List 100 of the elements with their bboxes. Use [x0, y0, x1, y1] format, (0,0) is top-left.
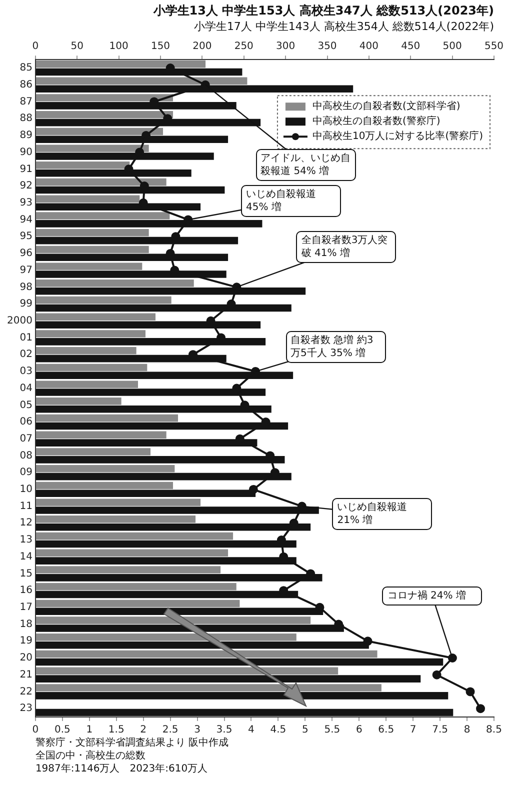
y-tick-label: 19 — [20, 636, 32, 647]
bar — [36, 667, 338, 675]
y-tick-label: 97 — [20, 264, 32, 276]
bar — [36, 313, 156, 321]
bar — [36, 212, 170, 220]
y-tick-label: 94 — [20, 214, 32, 226]
bar — [36, 330, 146, 338]
x2-tick-label: 7.5 — [432, 724, 448, 736]
y-tick-label: 13 — [20, 534, 32, 546]
y-tick-label: 03 — [20, 366, 32, 378]
bar — [36, 549, 228, 557]
legend-label: 中高校生10万人に対する比率(警察庁) — [312, 130, 484, 142]
y-tick-label: 86 — [20, 79, 32, 90]
y-tick-label: 11 — [20, 500, 32, 512]
y-tick-label: 89 — [20, 130, 32, 142]
x2-tick-label: 2 — [140, 724, 147, 736]
legend-label: 中高校生の自殺者数(警察庁) — [312, 115, 440, 128]
x-tick-label: 100 — [109, 41, 128, 52]
y-tick-label: 96 — [20, 248, 32, 260]
y-tick-label: 99 — [20, 298, 32, 310]
y-tick-label: 22 — [20, 686, 32, 698]
y-tick-label: 87 — [20, 96, 32, 108]
y-tick-label: 14 — [20, 551, 32, 562]
x2-tick-label: 5 — [302, 724, 308, 736]
x-tick-label: 250 — [234, 41, 254, 52]
point — [363, 636, 372, 646]
bar — [36, 498, 201, 506]
bar — [36, 684, 382, 692]
chart-title: 小学生13人 中学生153人 高校生347人 総数513人(2023年) — [152, 3, 494, 18]
annotation: 自殺者数 急増 約3万5千人 35% 増 — [286, 331, 386, 364]
annotation: コロナ禍 24% 増 — [382, 586, 482, 606]
point — [466, 687, 475, 696]
bar — [36, 582, 236, 590]
bar — [36, 246, 149, 254]
point — [476, 704, 486, 714]
x-tick-label: 200 — [192, 41, 212, 52]
x-tick-label: 150 — [150, 41, 170, 52]
point — [248, 484, 258, 494]
x-tick-label: 350 — [318, 41, 337, 52]
x2-tick-label: 0 — [32, 724, 39, 736]
x2-tick-label: 7 — [410, 724, 416, 736]
y-tick-label: 07 — [20, 433, 32, 444]
x2-tick-label: 6 — [356, 724, 362, 736]
y-tick-label: 12 — [20, 518, 32, 529]
y-tick-label: 04 — [20, 382, 32, 394]
bar — [36, 650, 378, 658]
x2-tick-label: 3.5 — [216, 724, 232, 736]
y-tick-label: 08 — [20, 450, 32, 462]
y-tick-label: 23 — [20, 703, 32, 714]
x2-tick-label: 8 — [464, 724, 470, 736]
y-tick-label: 90 — [20, 146, 32, 158]
x2-tick-label: 3 — [194, 724, 200, 736]
bar — [36, 60, 206, 68]
bar — [36, 634, 296, 641]
bar — [36, 616, 311, 624]
y-tick-label: 17 — [20, 602, 32, 614]
y-tick-label: 21 — [20, 669, 32, 680]
y-tick-label: 92 — [20, 180, 32, 192]
bar — [36, 280, 194, 287]
chart-subtitle: 小学生17人 中学生143人 高校生354人 総数514人(2022年) — [194, 20, 494, 33]
bar — [36, 675, 421, 682]
bar — [36, 692, 448, 700]
x-tick-label: 400 — [359, 41, 378, 52]
text: 全国の中・高校生の総数 — [35, 750, 146, 762]
y-tick-label: 02 — [20, 349, 32, 360]
legend-label: 中高校生の自殺者数(文部科学省) — [312, 100, 460, 112]
annotation: いじめ自殺報道 45% 増 — [241, 184, 342, 217]
bar — [36, 128, 164, 136]
x2-tick-label: 2.5 — [162, 724, 178, 736]
y-tick-label: 06 — [20, 416, 32, 428]
bar — [36, 566, 221, 574]
x2-tick-label: 1.5 — [108, 724, 124, 736]
bar — [36, 110, 174, 118]
y-tick-label: 09 — [20, 467, 32, 478]
x2-tick-label: 8.5 — [486, 724, 502, 736]
x2-tick-label: 0.5 — [54, 724, 70, 736]
bar — [36, 448, 151, 456]
annotation: いじめ自殺報道 21% 増 — [332, 498, 432, 530]
y-tick-label: 98 — [20, 282, 32, 293]
bar — [36, 482, 174, 490]
bar — [36, 398, 122, 405]
y-tick-label: 85 — [20, 62, 32, 74]
bar — [36, 228, 149, 236]
x-tick-label: 450 — [401, 41, 420, 52]
y-tick-label: 15 — [20, 568, 32, 580]
x-tick-label: 300 — [276, 41, 296, 52]
bar — [36, 364, 148, 372]
bar — [36, 464, 175, 472]
bar — [36, 195, 140, 203]
y-tick-label: 93 — [20, 197, 32, 208]
y-tick-label: 16 — [20, 585, 32, 596]
y-tick-label: 88 — [20, 113, 32, 124]
bar — [36, 532, 234, 540]
y-tick-label: 05 — [20, 400, 32, 411]
bar — [36, 414, 178, 422]
x-tick-label: 0 — [32, 41, 39, 52]
y-tick-label: 95 — [20, 231, 32, 242]
x2-tick-label: 1 — [86, 724, 93, 736]
bar — [36, 162, 130, 169]
bar — [36, 77, 248, 85]
